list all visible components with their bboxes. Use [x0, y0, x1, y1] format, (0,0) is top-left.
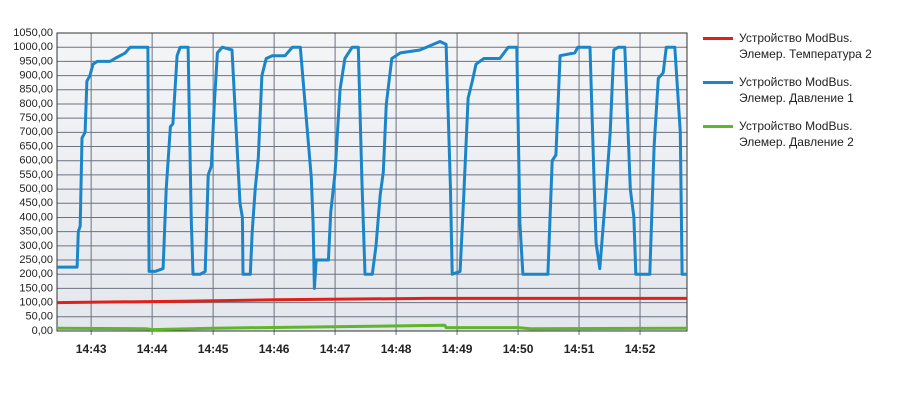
x-tick-label: 14:48	[381, 342, 412, 356]
y-tick-label: 850,00	[19, 84, 53, 96]
legend-entry: Устройство ModBus. Элемер. Давление 1	[703, 74, 893, 106]
y-tick-label: 0,00	[32, 325, 53, 337]
x-tick-label: 14:44	[137, 342, 168, 356]
data-line	[56, 323, 688, 332]
y-tick-label: 750,00	[19, 112, 53, 124]
legend-swatch	[703, 125, 733, 128]
legend: Устройство ModBus. Элемер. Температура 2…	[703, 30, 893, 162]
legend-swatch	[703, 81, 733, 84]
legend-label: Устройство ModBus. Элемер. Давление 1	[739, 75, 854, 105]
legend-entry: Устройство ModBus. Элемер. Температура 2	[703, 30, 893, 62]
plot-area	[57, 33, 687, 331]
y-tick-label: 800,00	[19, 98, 53, 110]
y-tick-label: 700,00	[19, 126, 53, 138]
y-tick-label: 150,00	[19, 282, 53, 294]
plot-border	[56, 32, 688, 332]
data-line	[57, 40, 687, 290]
y-tick-label: 350,00	[19, 226, 53, 238]
y-tick-label: 400,00	[19, 211, 53, 223]
legend-swatch	[703, 37, 733, 40]
x-tick-label: 14:45	[198, 342, 229, 356]
y-tick-label: 250,00	[19, 254, 53, 266]
y-tick-label: 600,00	[19, 155, 53, 167]
y-tick-label: 200,00	[19, 268, 53, 280]
chart: 0,00 50,00 100,00 150,00 200,00 250,00 300,00 3…	[13, 27, 688, 356]
y-tick-label: 1050,00	[13, 27, 53, 39]
y-tick-label: 950,00	[19, 55, 53, 67]
y-tick-label: 550,00	[19, 169, 53, 181]
y-tick-label: 100,00	[19, 297, 53, 309]
legend-entry: Устройство ModBus. Элемер. Давление 2	[703, 118, 893, 150]
y-tick-label: 50,00	[25, 311, 53, 323]
x-tick-label: 14:49	[442, 342, 473, 356]
x-tick-label: 14:46	[259, 342, 290, 356]
x-tick-label: 14:50	[503, 342, 534, 356]
y-tick-label: 900,00	[19, 69, 53, 81]
x-tick-label: 14:51	[564, 342, 595, 356]
data-line	[56, 296, 687, 305]
y-tick-label: 300,00	[19, 240, 53, 252]
x-tick-label: 14:43	[76, 342, 107, 356]
y-tick-label: 650,00	[19, 140, 53, 152]
y-tick-label: 450,00	[19, 197, 53, 209]
legend-label: Устройство ModBus. Элемер. Давление 2	[739, 119, 854, 149]
y-tick-label: 1000,00	[13, 41, 53, 53]
x-tick-label: 14:52	[625, 342, 656, 356]
legend-label: Устройство ModBus. Элемер. Температура 2	[739, 31, 872, 61]
y-tick-label: 500,00	[19, 183, 53, 195]
x-tick-label: 14:47	[320, 342, 351, 356]
